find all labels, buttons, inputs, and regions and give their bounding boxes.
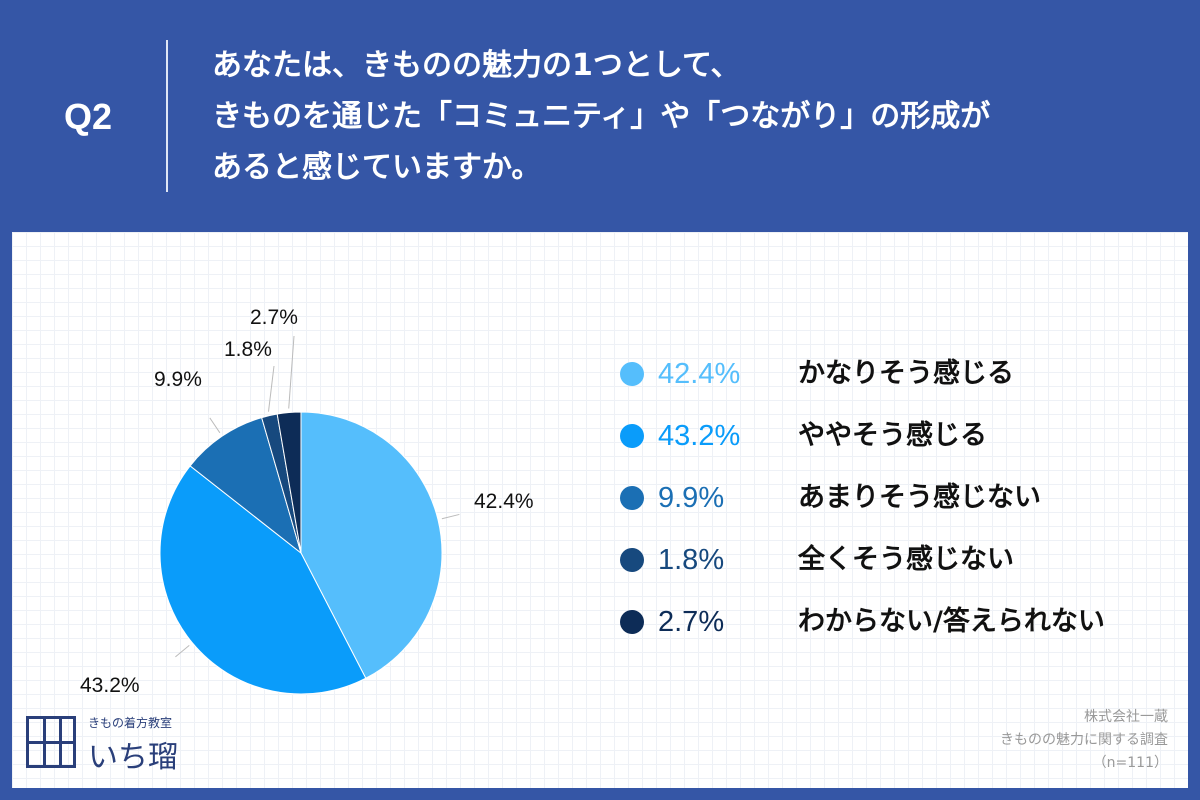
slice-label: 1.8% (224, 338, 272, 361)
legend-swatch (620, 486, 644, 510)
chart-panel: 42.4% 43.2% 9.9% 1.8% 2.7% 42.4% かなりそう感じる 43… (12, 232, 1188, 788)
question-line: あなたは、きものの魅力の1つとして、 (212, 48, 741, 83)
slice-label: 43.2% (80, 674, 140, 697)
pie-slice (276, 411, 302, 554)
legend-percent: 1.8% (658, 544, 725, 576)
legend-percent: 43.2% (658, 420, 741, 452)
leader-line (175, 645, 190, 658)
leader-line (209, 417, 221, 434)
header-divider (166, 40, 168, 192)
legend-swatch (620, 424, 644, 448)
legend-percent: 2.7% (658, 606, 725, 638)
slice-label: 9.9% (154, 368, 202, 391)
logo-name: いち瑠 (88, 740, 178, 775)
leader-line (267, 365, 275, 412)
question-header: Q2 あなたは、きものの魅力の1つとして、 きものを通じた「コミュニティ」や「つ… (0, 0, 1200, 232)
source-line: （n=111） (1092, 755, 1168, 771)
question-text: あなたは、きものの魅力の1つとして、 きものを通じた「コミュニティ」や「つながり… (212, 40, 990, 193)
legend-percent: 9.9% (658, 482, 725, 514)
pie-slice (300, 411, 443, 679)
legend-label: わからない/答えられない (798, 606, 1105, 637)
pie-slice (189, 416, 302, 555)
source-line: きものの魅力に関する調査 (1000, 732, 1168, 748)
pie-chart: 42.4% 43.2% 9.9% 1.8% 2.7% (80, 306, 534, 697)
legend-label: 全くそう感じない (798, 544, 1014, 575)
question-line: あると感じていますか。 (212, 150, 542, 185)
slice-label: 42.4% (474, 490, 534, 513)
leader-line (288, 335, 295, 409)
leader-line (441, 513, 460, 520)
logo-mark-icon (26, 716, 76, 768)
pie-slice (159, 465, 367, 695)
legend-swatch (620, 362, 644, 386)
question-number: Q2 (64, 96, 113, 137)
slice-label: 2.7% (250, 306, 298, 329)
logo-subtitle: きもの着方教室 (88, 716, 173, 730)
legend-label: ややそう感じる (798, 420, 987, 451)
question-line: きものを通じた「コミュニティ」や「つながり」の形成が (212, 99, 991, 134)
legend-percent: 42.4% (658, 358, 741, 390)
source-line: 株式会社一蔵 (1084, 709, 1168, 725)
legend-label: あまりそう感じない (798, 482, 1041, 513)
source-note: 株式会社一蔵 きものの魅力に関する調査 （n=111） (1000, 706, 1168, 775)
legend-label: かなりそう感じる (798, 358, 1014, 389)
legend-swatch (620, 610, 644, 634)
legend-swatch (620, 548, 644, 572)
brand-logo: きもの着方教室 いち瑠 (26, 710, 206, 775)
